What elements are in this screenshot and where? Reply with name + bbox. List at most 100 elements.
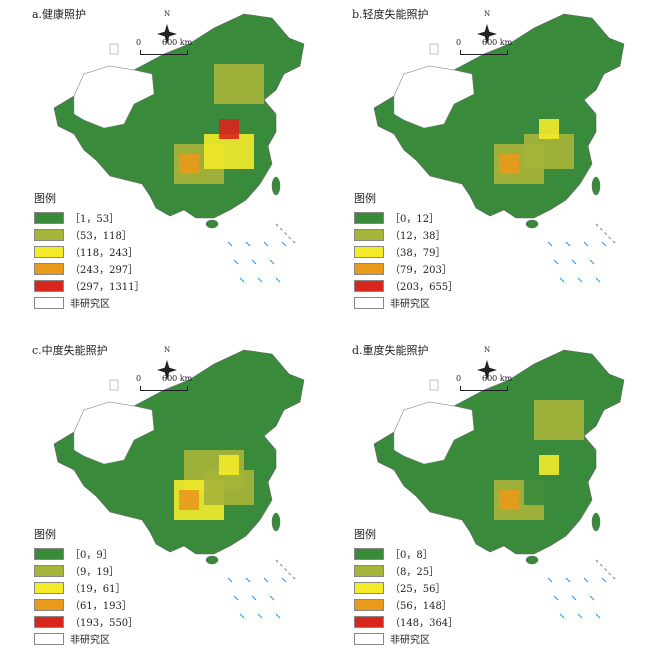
map-legend: 图例 ［0，9］ （9，19］ （19，61］ （61，193］ （193，55… bbox=[34, 526, 138, 647]
island bbox=[591, 176, 601, 196]
island-marker bbox=[553, 259, 559, 265]
map-panel-b: b.轻度失能照护 N 0 600 km 图例 ［0，12］ （12，38］ （38… bbox=[334, 4, 634, 324]
island-marker bbox=[601, 241, 607, 247]
region-patch bbox=[204, 470, 254, 505]
map-panel-c: c.中度失能照护 N 0 600 km 图例 ［0，9］ （9，19］ （19，6… bbox=[14, 340, 314, 660]
island-marker bbox=[227, 241, 233, 247]
legend-item: 非研究区 bbox=[34, 630, 138, 647]
region-patch bbox=[454, 470, 484, 510]
legend-swatch bbox=[34, 296, 64, 309]
region-patch bbox=[499, 490, 519, 510]
region-patch bbox=[134, 134, 164, 174]
legend-swatch bbox=[34, 581, 64, 594]
island-marker bbox=[571, 259, 577, 265]
island bbox=[525, 219, 539, 229]
boundary-line bbox=[595, 223, 617, 245]
north-arrow-icon bbox=[477, 31, 497, 37]
island-marker bbox=[595, 613, 601, 619]
legend-swatch bbox=[354, 598, 384, 611]
island-marker bbox=[553, 595, 559, 601]
island-marker bbox=[239, 277, 245, 283]
island-marker bbox=[245, 241, 251, 247]
island-marker bbox=[239, 613, 245, 619]
legend-swatch bbox=[34, 564, 64, 577]
legend-swatch bbox=[354, 211, 384, 224]
legend-item: 非研究区 bbox=[34, 294, 145, 311]
legend-item: （25，56］ bbox=[354, 579, 458, 596]
region-patch bbox=[539, 455, 559, 475]
map-legend: 图例 ［0，12］ （12，38］ （38，79］ （79，203］ （203，… bbox=[354, 190, 458, 311]
region-patch bbox=[179, 154, 199, 174]
legend-swatch bbox=[34, 262, 64, 275]
island-marker bbox=[547, 241, 553, 247]
island-marker bbox=[559, 277, 565, 283]
china-map bbox=[373, 13, 625, 283]
region-patch bbox=[454, 134, 484, 174]
region-patch bbox=[524, 134, 574, 169]
island-marker bbox=[269, 595, 275, 601]
map-legend: 图例 ［0，8］ （8，25］ （25，56］ （56，148］ （148，36… bbox=[354, 526, 458, 647]
legend-swatch bbox=[34, 228, 64, 241]
scale-bar: 0 600 km bbox=[136, 38, 216, 56]
legend-item: （12，38］ bbox=[354, 226, 458, 243]
non-study-area bbox=[73, 65, 155, 129]
legend-item: （9，19］ bbox=[34, 562, 138, 579]
legend-item: （243，297］ bbox=[34, 260, 145, 277]
legend-title: 图例 bbox=[34, 528, 56, 541]
legend-swatch bbox=[354, 632, 384, 645]
island-marker bbox=[589, 259, 595, 265]
legend-item: （193，550］ bbox=[34, 613, 138, 630]
island-marker bbox=[281, 577, 287, 583]
island-marker bbox=[269, 259, 275, 265]
region-patch bbox=[499, 154, 519, 174]
island-marker bbox=[233, 259, 239, 265]
legend-item: （56，148］ bbox=[354, 596, 458, 613]
panel-title: d.重度失能照护 bbox=[352, 344, 429, 357]
legend-item: （79，203］ bbox=[354, 260, 458, 277]
legend-item: （19，61］ bbox=[34, 579, 138, 596]
region-patch bbox=[214, 64, 264, 104]
island-marker bbox=[257, 613, 263, 619]
region-patch bbox=[204, 134, 254, 169]
map-panel-a: a.健康照护 N 0 600 km 图例 ［1，53］ （53，118］ （118… bbox=[14, 4, 314, 324]
legend-item: （148，364］ bbox=[354, 613, 458, 630]
legend-swatch bbox=[354, 228, 384, 241]
legend-swatch bbox=[34, 615, 64, 628]
island bbox=[525, 555, 539, 565]
island-marker bbox=[275, 613, 281, 619]
legend-item: （61，193］ bbox=[34, 596, 138, 613]
legend-title: 图例 bbox=[354, 528, 376, 541]
boundary-line bbox=[595, 559, 617, 581]
legend-item: （203，655］ bbox=[354, 277, 458, 294]
region-patch bbox=[214, 400, 264, 440]
panel-title: a.健康照护 bbox=[32, 8, 87, 21]
north-arrow-icon bbox=[477, 367, 497, 373]
north-arrow-icon bbox=[157, 31, 177, 37]
island-marker bbox=[571, 595, 577, 601]
scale-bar: 0 600 km bbox=[456, 374, 536, 392]
map-legend: 图例 ［1，53］ （53，118］ （118，243］ （243，297］ （… bbox=[34, 190, 145, 311]
legend-item: （118，243］ bbox=[34, 243, 145, 260]
legend-title: 图例 bbox=[34, 192, 56, 205]
non-study-area bbox=[109, 43, 119, 55]
legend-swatch bbox=[354, 262, 384, 275]
legend-item: （53，118］ bbox=[34, 226, 145, 243]
island-marker bbox=[251, 595, 257, 601]
region-patch bbox=[219, 455, 239, 475]
island-marker bbox=[547, 577, 553, 583]
legend-item: ［1，53］ bbox=[34, 209, 145, 226]
legend-swatch bbox=[34, 211, 64, 224]
north-arrow-icon: N bbox=[164, 346, 171, 354]
scale-bar: 0 600 km bbox=[136, 374, 216, 392]
legend-swatch bbox=[34, 279, 64, 292]
legend-title: 图例 bbox=[354, 192, 376, 205]
island-marker bbox=[565, 241, 571, 247]
island-marker bbox=[263, 577, 269, 583]
legend-swatch bbox=[354, 547, 384, 560]
island-marker bbox=[565, 577, 571, 583]
china-map bbox=[53, 13, 305, 283]
legend-swatch bbox=[34, 245, 64, 258]
island bbox=[271, 176, 281, 196]
island-marker bbox=[559, 613, 565, 619]
island-marker bbox=[251, 259, 257, 265]
